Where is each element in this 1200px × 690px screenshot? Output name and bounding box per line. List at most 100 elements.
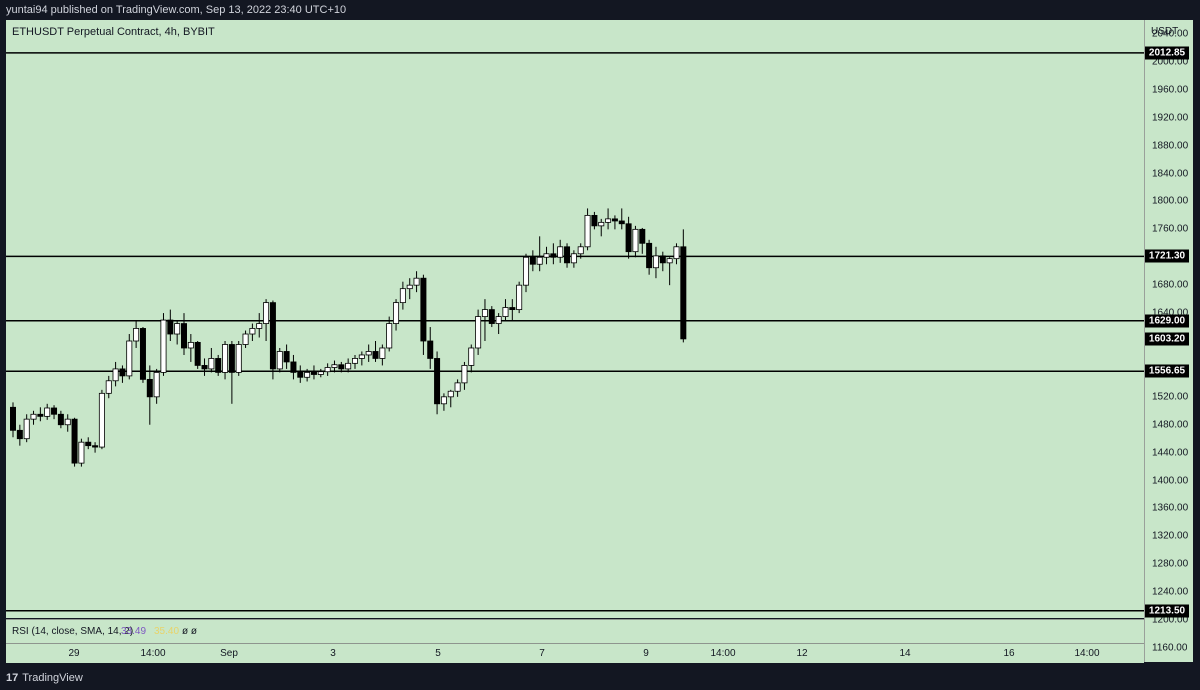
candle: [454, 379, 461, 397]
candle: [133, 320, 140, 348]
candle-body: [536, 256, 543, 265]
candle-body: [413, 277, 420, 286]
candle-body: [297, 372, 304, 378]
candle: [304, 368, 311, 382]
candle: [427, 327, 434, 369]
tradingview-logo[interactable]: 17 TradingView: [6, 672, 83, 684]
price-level-label: 1603.20: [1145, 332, 1189, 346]
candle-body: [112, 368, 119, 382]
time-axis[interactable]: 29 14:00 Sep 3 5 7 9 14:00 12 14 16 14:00: [6, 643, 1144, 663]
candle-body: [242, 333, 249, 345]
candle-body: [23, 418, 30, 440]
candle-body: [215, 358, 222, 373]
price-level-label: 1721.30: [1145, 249, 1189, 263]
publish-text: yuntai94 published on TradingView.com, S…: [6, 4, 347, 16]
price-tick: 1520.00: [1152, 391, 1189, 403]
candle: [78, 438, 85, 467]
candle-body: [454, 382, 461, 392]
rsi-label: RSI (14, close, SMA, 14, 2): [12, 626, 134, 637]
candle: [85, 437, 92, 450]
candle-body: [44, 407, 51, 417]
candle-body: [222, 344, 229, 373]
candle-body: [98, 392, 105, 448]
candle-body: [611, 218, 618, 222]
candle-body: [632, 228, 639, 253]
candle-body: [543, 253, 550, 258]
candle-body: [372, 351, 379, 359]
candle-body: [180, 323, 187, 349]
candlestick-plot[interactable]: [6, 20, 1144, 618]
rsi-sma-value: 35.40: [154, 626, 180, 637]
price-level-label: 1556.65: [1145, 364, 1189, 378]
candle-body: [420, 277, 427, 342]
price-tick: 1800.00: [1152, 195, 1189, 207]
candle: [139, 327, 146, 383]
time-tick: 14:00: [140, 648, 166, 659]
candle-body: [447, 390, 454, 398]
candle: [434, 351, 441, 415]
candle: [174, 320, 181, 345]
price-tick: 1840.00: [1152, 168, 1189, 180]
candle: [249, 323, 256, 341]
candle: [632, 225, 639, 258]
candle: [543, 246, 550, 265]
price-tick: 1880.00: [1152, 140, 1189, 152]
time-tick: 7: [539, 648, 545, 659]
candle: [413, 271, 420, 293]
candle: [611, 215, 618, 230]
candle: [44, 403, 51, 420]
price-tick: 1440.00: [1152, 447, 1189, 459]
publish-bar: yuntai94 published on TradingView.com, S…: [0, 0, 1200, 20]
candle: [290, 354, 297, 380]
candle-body: [304, 372, 311, 378]
price-tick: 1760.00: [1152, 223, 1189, 235]
candle: [502, 299, 509, 321]
candle: [310, 365, 317, 380]
symbol-title: ETHUSDT Perpetual Contract, 4h, BYBIT: [12, 26, 215, 38]
candle: [570, 250, 577, 268]
candle: [180, 313, 187, 355]
candle-body: [605, 218, 612, 223]
candle: [16, 424, 23, 446]
candle-body: [652, 255, 659, 269]
price-tick: 1920.00: [1152, 112, 1189, 124]
candle-body: [502, 307, 509, 317]
candle-body: [153, 372, 160, 398]
candle: [98, 389, 105, 450]
candle: [379, 344, 386, 366]
candle-body: [468, 347, 475, 366]
candle: [338, 361, 345, 373]
candle: [10, 402, 16, 438]
time-tick: 9: [643, 648, 649, 659]
candle: [393, 299, 400, 331]
time-tick: 14:00: [710, 648, 736, 659]
candle: [242, 330, 249, 348]
candle-body: [529, 256, 536, 265]
candle-body: [30, 413, 37, 420]
time-tick: 14: [899, 648, 911, 659]
tradingview-logo-text: TradingView: [22, 672, 83, 684]
candle-body: [591, 214, 598, 227]
candle-body: [345, 362, 352, 370]
candle: [126, 334, 133, 380]
candle-body: [475, 316, 482, 349]
candle-body: [57, 413, 64, 426]
candle-body: [160, 319, 167, 373]
candle-body: [598, 221, 605, 227]
candle-body: [509, 307, 516, 310]
candle-body: [666, 258, 673, 264]
candle: [256, 313, 263, 338]
time-tick: 14:00: [1074, 648, 1100, 659]
candle-body: [16, 429, 23, 440]
candle: [666, 257, 673, 286]
candle: [358, 351, 365, 366]
candle: [146, 365, 153, 425]
candle: [283, 344, 290, 369]
candle-body: [659, 255, 666, 264]
candle: [119, 365, 126, 383]
chart-area[interactable]: [6, 20, 1144, 618]
rsi-pane[interactable]: RSI (14, close, SMA, 14, 2) 33.49 35.40 …: [6, 619, 1144, 644]
candle-body: [146, 378, 153, 398]
candle-body: [133, 328, 140, 342]
time-tick: 3: [330, 648, 336, 659]
